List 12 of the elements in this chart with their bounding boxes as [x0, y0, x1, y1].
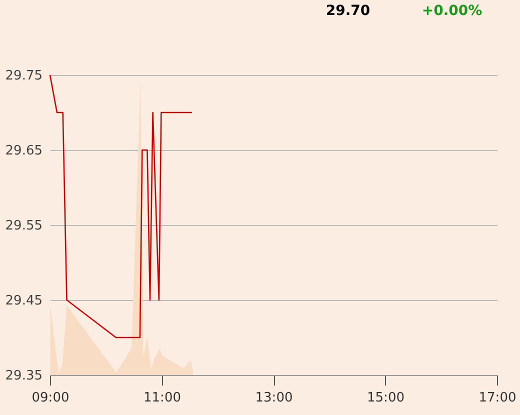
- y-tick-label: 29.75: [5, 68, 42, 84]
- x-tick-label: 09:00: [32, 390, 70, 406]
- text: +0.00%: [422, 3, 482, 19]
- x-tick-label: 17:00: [478, 390, 516, 406]
- y-tick-label: 29.45: [5, 294, 42, 308]
- y-tick-label: 29.55: [5, 218, 42, 234]
- text: 29.70: [326, 3, 370, 19]
- y-tick-label: 29.35: [5, 368, 42, 384]
- x-tick-label: 11:00: [144, 390, 181, 406]
- x-tick-label: 15:00: [367, 390, 404, 406]
- y-tick-label: 29.65: [5, 144, 42, 158]
- x-tick-label: 13:00: [255, 390, 293, 406]
